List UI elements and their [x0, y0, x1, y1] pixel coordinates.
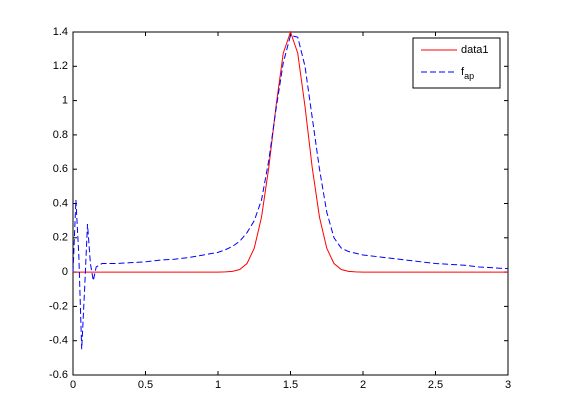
y-tick-label: -0.4: [49, 335, 68, 347]
x-tick-label: 2: [360, 379, 366, 391]
x-tick-label: 2.5: [428, 379, 443, 391]
x-tick-label: 0.5: [138, 379, 153, 391]
y-tick-label: 0.4: [53, 197, 68, 209]
x-tick-label: 1.5: [283, 379, 298, 391]
x-tick-label: 1: [215, 379, 221, 391]
x-tick-label: 3: [505, 379, 511, 391]
plot-area: [72, 31, 509, 376]
line-series: [73, 30, 508, 273]
y-tick-label: 0: [62, 266, 68, 278]
legend-label: data1: [461, 44, 489, 56]
y-tick-label: 0.2: [53, 232, 68, 244]
legend-box: [412, 37, 501, 89]
y-tick-label: -0.6: [49, 369, 68, 381]
y-tick-label: 1.2: [53, 60, 68, 72]
x-tick-label: 0: [70, 379, 76, 391]
y-tick-label: 0.6: [53, 163, 68, 175]
y-tick-label: 1: [62, 95, 68, 107]
line-series: [72, 34, 509, 350]
y-tick-label: 1.4: [53, 26, 68, 38]
y-tick-label: 0.8: [53, 129, 68, 141]
y-tick-label: -0.2: [49, 300, 68, 312]
legend-label: fap: [461, 66, 474, 81]
